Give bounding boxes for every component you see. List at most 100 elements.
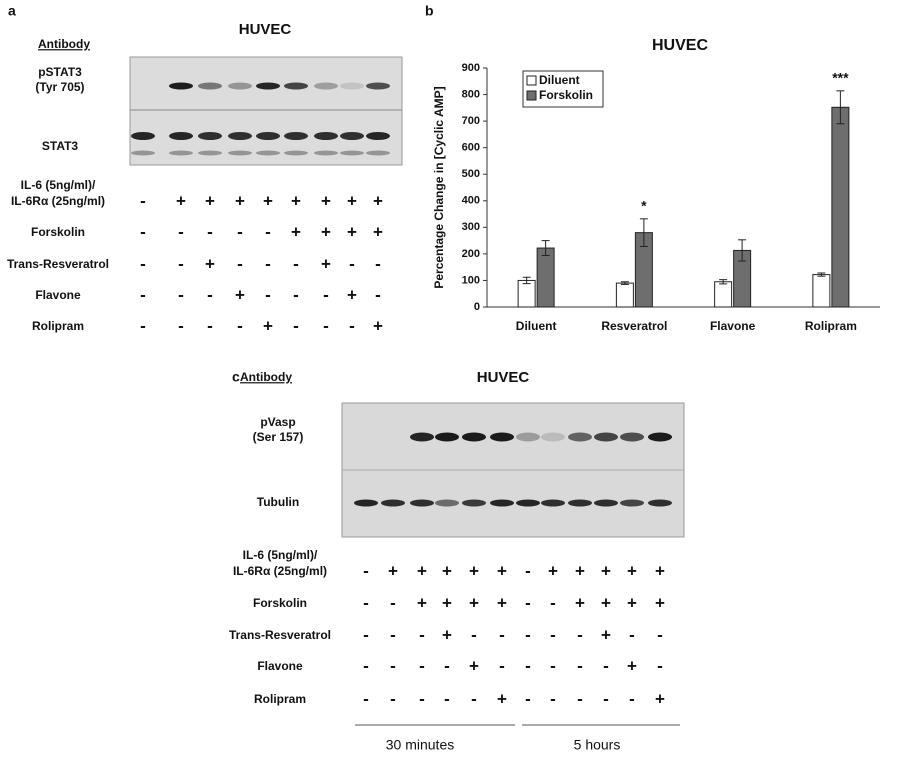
treatment-sign: + <box>601 561 611 580</box>
blot-band <box>541 500 565 507</box>
blot-band <box>198 151 222 156</box>
treatment-sign: - <box>419 625 425 644</box>
blot-band <box>131 151 155 156</box>
legend-swatch <box>527 76 536 85</box>
y-tick-label: 200 <box>462 248 480 260</box>
treatment-sign: - <box>293 316 299 335</box>
blot-band <box>340 151 364 156</box>
treatment-sign: - <box>363 656 369 675</box>
x-tick-label: Rolipram <box>805 319 857 333</box>
treatment-sign: + <box>291 191 301 210</box>
antibody-header: Antibody <box>38 37 90 51</box>
y-tick-label: 100 <box>462 274 480 286</box>
blot-band <box>284 132 308 140</box>
treatment-sign: + <box>235 191 245 210</box>
treatment-sign: + <box>291 222 301 241</box>
treatment-sign: - <box>237 316 243 335</box>
antibody-header: Antibody <box>240 370 292 384</box>
treatment-sign: - <box>140 254 146 273</box>
treatment-sign: - <box>419 656 425 675</box>
treatment-sign: - <box>178 285 184 304</box>
y-tick-label: 700 <box>462 115 480 127</box>
treatment-sign: - <box>577 625 583 644</box>
treatment-sign: - <box>207 316 213 335</box>
panel-title: HUVEC <box>239 21 292 38</box>
treatment-sign: - <box>363 561 369 580</box>
treatment-sign: - <box>629 625 635 644</box>
treatment-sign: - <box>265 222 271 241</box>
blot-band <box>340 132 364 140</box>
treatment-sign: + <box>321 254 331 273</box>
treatment-sign: + <box>321 191 331 210</box>
bar <box>813 275 830 307</box>
treatment-label: Flavone <box>257 659 303 673</box>
treatment-sign: + <box>205 191 215 210</box>
treatment-label: IL-6 (5ng/ml)/ <box>243 548 318 562</box>
treatment-sign: + <box>601 625 611 644</box>
blot-band <box>648 500 672 507</box>
blot-band <box>366 151 390 156</box>
blot-band <box>314 83 338 90</box>
treatment-sign: - <box>363 625 369 644</box>
blot-band <box>568 433 592 442</box>
treatment-label: Trans-Resveratrol <box>229 628 331 642</box>
treatment-sign: + <box>575 561 585 580</box>
blot-band <box>435 433 459 442</box>
treatment-sign: + <box>347 222 357 241</box>
blot-band <box>410 500 434 507</box>
treatment-sign: - <box>419 689 425 708</box>
treatment-sign: - <box>323 316 329 335</box>
treatment-sign: - <box>577 689 583 708</box>
blot-band <box>169 132 193 140</box>
y-tick-label: 900 <box>462 62 480 74</box>
blot-band <box>198 83 222 90</box>
treatment-sign: + <box>469 656 479 675</box>
treatment-sign: - <box>390 593 396 612</box>
bar <box>832 107 849 307</box>
blot-band <box>594 433 618 442</box>
bar <box>537 248 554 307</box>
significance-label: *** <box>832 70 849 86</box>
treatment-sign: - <box>471 689 477 708</box>
treatment-sign: - <box>349 254 355 273</box>
blot-band <box>366 83 390 90</box>
blot-a <box>130 57 402 165</box>
bar <box>715 282 732 307</box>
significance-label: * <box>641 198 647 214</box>
treatment-sign: - <box>140 316 146 335</box>
treatment-sign: - <box>525 561 531 580</box>
treatment-sign: - <box>178 316 184 335</box>
blot-band <box>284 151 308 156</box>
treatment-sign: - <box>363 593 369 612</box>
y-tick-label: 0 <box>474 301 480 313</box>
blot-band <box>340 83 364 90</box>
treatment-sign: + <box>347 285 357 304</box>
treatment-sign: - <box>525 593 531 612</box>
y-axis-label: Percentage Change in [Cyclic AMP] <box>432 86 446 288</box>
treatment-sign: - <box>293 254 299 273</box>
blot-band <box>366 132 390 140</box>
treatment-sign: + <box>655 689 665 708</box>
treatment-sign: - <box>499 656 505 675</box>
treatment-sign: + <box>497 593 507 612</box>
treatment-sign: + <box>442 593 452 612</box>
treatment-sign: - <box>550 656 556 675</box>
treatment-sign: + <box>442 561 452 580</box>
treatment-sign: + <box>469 593 479 612</box>
treatment-sign: - <box>577 656 583 675</box>
treatment-sign: + <box>442 625 452 644</box>
antibody-label: pVasp <box>260 415 295 429</box>
x-tick-label: Resveratrol <box>601 319 667 333</box>
treatment-sign: - <box>499 625 505 644</box>
blot-band <box>490 433 514 442</box>
x-tick-label: Flavone <box>710 319 756 333</box>
antibody-label: (Tyr 705) <box>35 80 84 94</box>
treatment-label: Forskolin <box>253 596 307 610</box>
blot-band <box>594 500 618 507</box>
treatment-sign: + <box>601 593 611 612</box>
treatment-sign: - <box>603 656 609 675</box>
treatment-sign: - <box>525 625 531 644</box>
treatment-sign: - <box>550 689 556 708</box>
treatment-sign: - <box>603 689 609 708</box>
panel-label: b <box>425 3 434 19</box>
